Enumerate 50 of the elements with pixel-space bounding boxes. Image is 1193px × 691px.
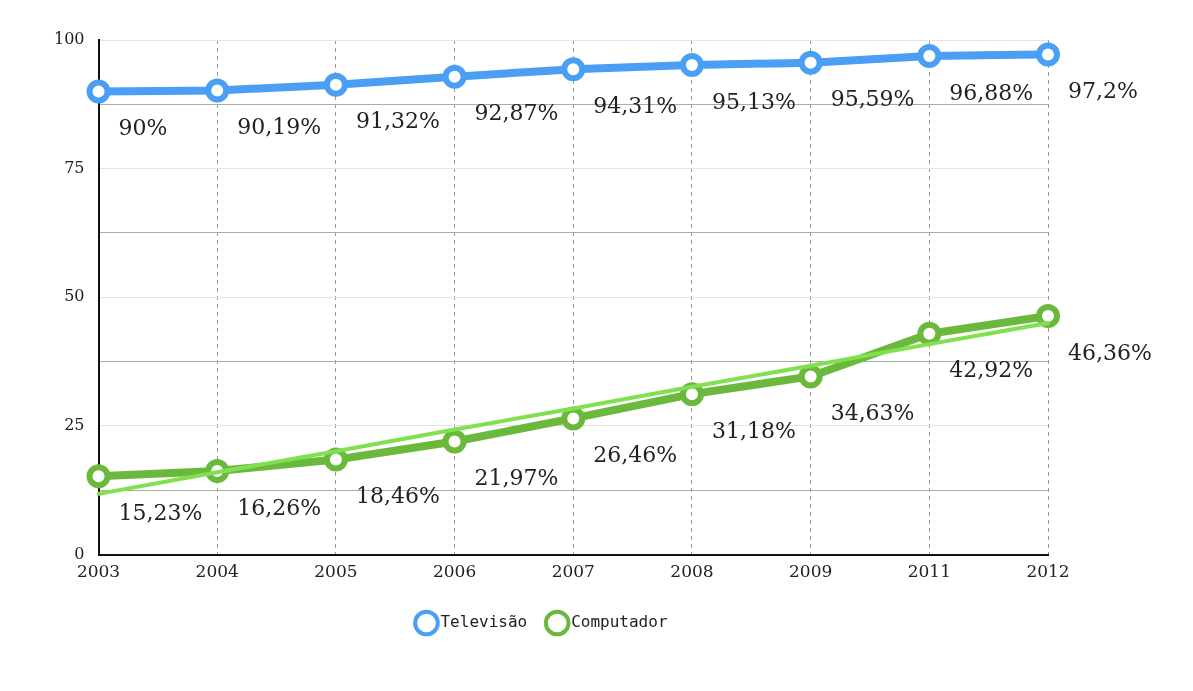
y-tick-label: 50 [64,286,85,306]
x-tick-label: 2011 [907,561,951,582]
point [798,364,823,389]
x-tick-label: 2003 [76,561,121,582]
data-label: 95,13% [711,88,796,114]
point [86,79,111,104]
y-tick-label: 0 [74,543,85,563]
data-label: 31,18% [711,417,796,443]
data-label: 97,2% [1068,78,1138,104]
point [917,44,942,69]
data-label: 15,23% [118,499,203,525]
point [679,53,704,78]
point [205,78,230,103]
data-label: 16,26% [237,494,322,520]
point [1036,304,1060,329]
data-label: 42,92% [949,357,1034,383]
legend-label: Computador [571,612,668,632]
data-label: 91,32% [355,108,440,134]
point [561,406,586,431]
x-tick-label: 2006 [432,561,477,582]
legend-label: Televisão [440,612,528,632]
y-tick-label: 25 [64,415,85,435]
data-label: 94,31% [593,93,678,118]
point [323,447,348,472]
x-tick-label: 2004 [195,561,239,582]
x-tick-label: 2007 [551,561,595,582]
data-label: 96,88% [949,79,1034,105]
point [561,57,586,82]
data-label: 95,59% [830,86,915,112]
data-label: 90% [118,115,168,141]
point [323,72,348,97]
point [917,321,942,346]
point [798,50,823,75]
data-label: 21,97% [474,465,559,491]
data-label: 46,36% [1068,339,1152,365]
x-tick-label: 2005 [314,561,358,582]
point [86,464,111,489]
y-tick-label: 100 [53,29,85,49]
point [442,64,467,89]
data-label: 92,87% [474,100,559,126]
point [1036,42,1060,67]
y-tick-label: 75 [64,157,85,177]
x-tick-label: 2012 [1026,561,1070,582]
data-label: 26,46% [593,442,678,468]
x-tick-label: 2009 [789,561,833,582]
data-label: 18,46% [355,483,440,509]
data-label: 90,19% [237,114,322,140]
data-label: 34,63% [830,400,915,426]
x-tick-label: 2008 [670,561,714,582]
point [442,429,467,454]
